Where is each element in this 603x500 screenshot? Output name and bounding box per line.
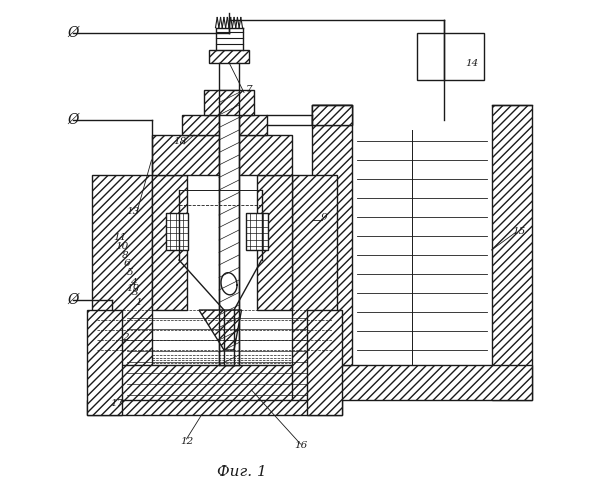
Polygon shape bbox=[209, 50, 249, 62]
Text: Фиг. 1: Фиг. 1 bbox=[216, 466, 267, 479]
Text: 17: 17 bbox=[110, 399, 123, 408]
Text: 16: 16 bbox=[294, 442, 307, 450]
Bar bbox=[165, 212, 188, 250]
Text: 1: 1 bbox=[136, 298, 142, 307]
Polygon shape bbox=[256, 175, 291, 310]
Polygon shape bbox=[306, 310, 341, 415]
Text: 19: 19 bbox=[127, 284, 140, 293]
Polygon shape bbox=[86, 310, 121, 415]
Polygon shape bbox=[491, 105, 531, 400]
Polygon shape bbox=[182, 115, 267, 135]
Text: 7: 7 bbox=[245, 86, 252, 94]
Polygon shape bbox=[219, 90, 239, 365]
Text: 14: 14 bbox=[465, 60, 478, 68]
Text: 13: 13 bbox=[126, 206, 139, 216]
Polygon shape bbox=[151, 135, 291, 175]
Text: 8: 8 bbox=[122, 250, 128, 260]
Polygon shape bbox=[86, 400, 341, 415]
Polygon shape bbox=[312, 105, 352, 125]
Polygon shape bbox=[312, 105, 352, 125]
Text: 3: 3 bbox=[132, 288, 139, 297]
Text: Ø: Ø bbox=[67, 293, 78, 307]
Polygon shape bbox=[151, 175, 186, 310]
Text: 4: 4 bbox=[130, 278, 136, 287]
Polygon shape bbox=[204, 90, 254, 115]
Text: 12: 12 bbox=[180, 436, 193, 446]
Text: Ø: Ø bbox=[67, 26, 78, 40]
Text: 9: 9 bbox=[321, 213, 327, 222]
Polygon shape bbox=[92, 365, 336, 405]
Text: 18: 18 bbox=[174, 136, 186, 145]
Text: 2: 2 bbox=[122, 333, 129, 342]
Polygon shape bbox=[312, 365, 531, 400]
Polygon shape bbox=[92, 175, 151, 405]
Text: 5: 5 bbox=[127, 268, 133, 277]
Text: 6: 6 bbox=[124, 259, 131, 268]
Text: Ø: Ø bbox=[67, 113, 78, 127]
Polygon shape bbox=[199, 310, 241, 350]
Text: 10: 10 bbox=[115, 242, 128, 251]
Bar bbox=[417, 32, 484, 80]
Bar bbox=[245, 212, 268, 250]
Text: 11: 11 bbox=[113, 234, 126, 242]
Polygon shape bbox=[291, 175, 336, 405]
Polygon shape bbox=[312, 105, 352, 365]
Text: 15: 15 bbox=[513, 226, 526, 235]
